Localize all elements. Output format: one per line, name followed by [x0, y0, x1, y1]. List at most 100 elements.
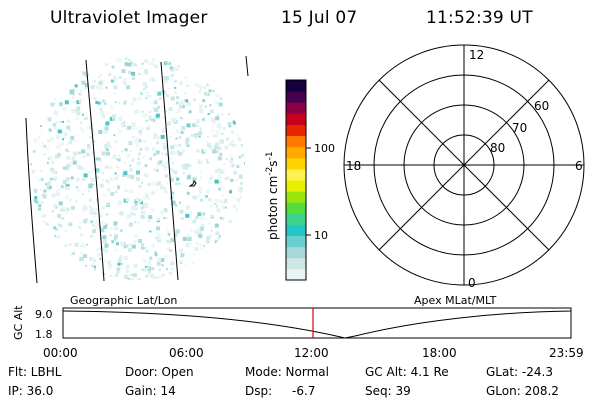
- emission-speckle: [102, 247, 107, 251]
- emission-speckle: [141, 211, 143, 214]
- emission-speckle: [100, 110, 105, 115]
- emission-speckle: [149, 273, 154, 278]
- emission-speckle: [186, 234, 189, 237]
- emission-speckle: [189, 103, 192, 106]
- emission-speckle: [227, 122, 232, 126]
- emission-speckle: [137, 239, 142, 243]
- emission-speckle: [38, 136, 41, 139]
- emission-speckle: [164, 187, 167, 190]
- emission-speckle: [89, 210, 94, 215]
- emission-speckle: [124, 246, 126, 249]
- emission-speckle: [168, 88, 171, 90]
- emission-speckle: [82, 244, 86, 248]
- emission-speckle: [128, 141, 133, 146]
- emission-speckle: [154, 108, 159, 112]
- emission-speckle: [61, 207, 65, 211]
- emission-speckle: [124, 62, 129, 67]
- uv-image-panel: [25, 55, 249, 284]
- emission-speckle: [128, 167, 133, 172]
- emission-speckle: [89, 136, 93, 139]
- dsp-label: Dsp:: [245, 384, 273, 398]
- emission-speckle: [118, 75, 122, 79]
- emission-speckle: [156, 181, 161, 186]
- emission-speckle: [90, 151, 95, 156]
- emission-speckle: [64, 195, 69, 200]
- emission-speckle: [45, 222, 49, 226]
- emission-speckle: [208, 222, 211, 225]
- emission-speckle: [211, 175, 215, 179]
- emission-speckle: [127, 248, 132, 253]
- emission-speckle: [184, 163, 189, 168]
- emission-speckle: [209, 104, 212, 107]
- emission-speckle: [91, 264, 94, 267]
- emission-speckle: [124, 148, 128, 152]
- emission-speckle: [114, 226, 119, 231]
- emission-speckle: [151, 267, 155, 271]
- emission-speckle: [65, 148, 69, 152]
- emission-speckle: [138, 278, 142, 280]
- emission-speckle: [231, 196, 234, 199]
- emission-speckle: [148, 63, 151, 66]
- emission-speckle: [203, 245, 206, 248]
- emission-speckle: [167, 247, 171, 251]
- emission-speckle: [164, 110, 167, 112]
- emission-speckle: [62, 187, 65, 190]
- emission-speckle: [34, 196, 38, 199]
- emission-speckle: [39, 201, 44, 205]
- emission-speckle: [106, 151, 111, 156]
- mlt-label-midnight: 0: [468, 276, 476, 290]
- emission-speckle: [59, 224, 62, 226]
- emission-speckle: [158, 60, 161, 63]
- emission-speckle: [81, 128, 85, 132]
- emission-speckle: [238, 203, 242, 207]
- time-tick-label: 00:00: [43, 346, 78, 360]
- emission-speckle: [162, 143, 166, 147]
- emission-speckle: [131, 71, 136, 76]
- emission-speckle: [182, 236, 187, 241]
- emission-speckle: [55, 135, 60, 140]
- emission-speckle: [126, 85, 131, 90]
- emission-speckle: [67, 141, 71, 145]
- emission-speckle: [189, 210, 192, 213]
- emission-speckle: [215, 93, 220, 98]
- emission-speckle: [185, 210, 188, 213]
- emission-speckle: [185, 213, 190, 218]
- emission-speckle: [112, 154, 117, 159]
- emission-speckle: [114, 248, 118, 252]
- emission-speckle: [62, 138, 64, 141]
- emission-speckle: [176, 150, 180, 155]
- emission-speckle: [156, 218, 160, 221]
- emission-speckle: [179, 209, 184, 214]
- colorbar-cell: [286, 202, 306, 214]
- emission-speckle: [32, 170, 35, 174]
- emission-speckle: [173, 151, 178, 156]
- emission-speckle: [34, 169, 37, 171]
- emission-speckle: [142, 87, 146, 91]
- emission-speckle: [226, 137, 230, 141]
- emission-speckle: [104, 249, 109, 254]
- emission-speckle: [109, 234, 112, 237]
- emission-speckle: [123, 175, 126, 178]
- emission-speckle: [211, 226, 213, 229]
- emission-speckle: [95, 101, 99, 104]
- emission-speckle: [85, 116, 89, 120]
- emission-speckle: [68, 162, 73, 166]
- emission-speckle: [64, 244, 68, 248]
- emission-speckle: [180, 131, 184, 134]
- colorbar-scale: [286, 80, 306, 281]
- emission-speckle: [62, 106, 67, 111]
- emission-speckle: [51, 193, 56, 198]
- emission-speckle: [221, 202, 224, 205]
- emission-speckle: [92, 214, 96, 218]
- emission-speckle: [152, 118, 156, 122]
- emission-speckle: [213, 121, 216, 124]
- emission-speckle: [136, 170, 140, 175]
- mode-readout: Mode: Normal: [245, 365, 329, 379]
- emission-speckle: [145, 119, 148, 122]
- emission-speckle: [123, 161, 126, 164]
- emission-speckle: [211, 130, 214, 133]
- longitude-line: [85, 59, 105, 282]
- emission-speckle: [156, 188, 159, 191]
- emission-speckle: [165, 217, 168, 220]
- emission-speckle: [50, 136, 55, 141]
